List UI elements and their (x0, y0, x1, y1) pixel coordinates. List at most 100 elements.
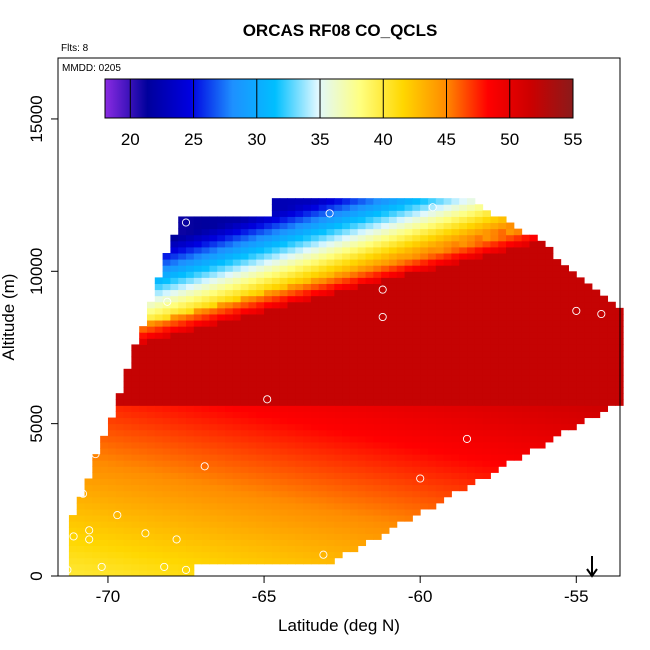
heatmap-cell (420, 271, 429, 278)
heatmap-cell (521, 246, 530, 254)
heatmap-cell (334, 326, 343, 333)
heatmap-cell (537, 387, 546, 394)
heatmap-cell (404, 332, 413, 339)
heatmap-cell (326, 368, 335, 376)
heatmap-cell (170, 301, 179, 309)
heatmap-cell (178, 423, 187, 431)
heatmap-cell (264, 539, 273, 547)
heatmap-cell (318, 326, 328, 333)
heatmap-cell (420, 502, 429, 510)
heatmap-cell (451, 259, 460, 266)
heatmap-cell (310, 338, 320, 345)
heatmap-cell (287, 301, 296, 309)
heatmap-cell (303, 204, 312, 211)
heatmap-cell (217, 380, 226, 388)
heatmap-cell (256, 313, 265, 321)
heatmap-cell (482, 283, 491, 291)
heatmap-cell (381, 496, 390, 504)
heatmap-cell (349, 326, 359, 333)
heatmap-cell (84, 496, 93, 504)
heatmap-cell (443, 338, 452, 345)
heatmap-cell (552, 362, 562, 370)
heatmap-cell (186, 283, 195, 291)
heatmap-cell (451, 277, 460, 284)
heatmap-cell (412, 222, 421, 230)
heatmap-cell (513, 338, 523, 345)
heatmap-cell (396, 466, 406, 473)
heatmap-cell (349, 515, 359, 522)
heatmap-cell (381, 380, 390, 388)
heatmap-cell (388, 435, 398, 443)
heatmap-cell (186, 277, 195, 284)
heatmap-cell (146, 332, 156, 339)
heatmap-cell (459, 210, 468, 217)
heatmap-cell (591, 411, 601, 419)
heatmap-cell (178, 344, 187, 352)
heatmap-cell (467, 466, 476, 473)
heatmap-cell (240, 539, 249, 547)
heatmap-cell (365, 210, 374, 217)
heatmap-cell (217, 320, 226, 327)
heatmap-cell (256, 393, 265, 400)
heatmap-cell (170, 545, 179, 553)
heatmap-cell (459, 283, 468, 291)
heatmap-cell (443, 454, 452, 461)
colorbar-tick-label: 35 (311, 130, 330, 149)
heatmap-cell (310, 551, 320, 559)
heatmap-cell (271, 374, 281, 382)
heatmap-cell (271, 557, 281, 565)
heatmap-cell (615, 338, 624, 345)
y-tick-label: 5000 (27, 405, 46, 443)
heatmap-cell (248, 490, 257, 498)
heatmap-cell (232, 326, 242, 333)
heatmap-cell (521, 356, 530, 364)
heatmap-cell (560, 295, 569, 303)
heatmap-cell (412, 356, 421, 364)
heatmap-cell (170, 478, 179, 486)
heatmap-cell (240, 320, 249, 327)
heatmap-cell (201, 216, 210, 224)
heatmap-cell (349, 448, 359, 455)
heatmap-cell (326, 240, 335, 248)
heatmap-cell (240, 484, 249, 492)
heatmap-cell (287, 307, 296, 315)
heatmap-cell (381, 460, 390, 467)
heatmap-cell (295, 198, 304, 205)
heatmap-cell (599, 405, 609, 412)
heatmap-cell (334, 466, 343, 473)
heatmap-cell (326, 374, 335, 382)
heatmap-cell (545, 253, 554, 260)
heatmap-cell (232, 283, 242, 291)
heatmap-cell (357, 502, 367, 510)
heatmap-cell (146, 380, 156, 388)
heatmap-cell (342, 423, 351, 431)
heatmap-cell (388, 387, 398, 394)
heatmap-cell (225, 393, 234, 400)
heatmap-cell (209, 387, 218, 394)
heatmap-cell (256, 478, 265, 486)
heatmap-cell (576, 301, 585, 309)
heatmap-cell (576, 320, 585, 327)
heatmap-cell (256, 222, 265, 230)
heatmap-cell (193, 521, 203, 528)
heatmap-cell (365, 271, 374, 278)
heatmap-cell (482, 472, 491, 479)
heatmap-cell (451, 338, 460, 345)
colorbar-tick-label: 45 (437, 130, 456, 149)
heatmap-cell (240, 466, 249, 473)
heatmap-cell (248, 557, 257, 565)
heatmap-cell (217, 466, 226, 473)
heatmap-cell (420, 253, 429, 260)
heatmap-cell (295, 210, 304, 217)
heatmap-cell (287, 429, 296, 437)
heatmap-cell (217, 515, 226, 522)
heatmap-cell (381, 374, 390, 382)
heatmap-cell (334, 356, 343, 364)
heatmap-cell (349, 423, 359, 431)
heatmap-cell (349, 295, 359, 303)
heatmap-cell (599, 338, 609, 345)
heatmap-cell (240, 253, 249, 260)
heatmap-cell (404, 271, 413, 278)
heatmap-cell (545, 423, 554, 431)
heatmap-cell (170, 271, 179, 278)
